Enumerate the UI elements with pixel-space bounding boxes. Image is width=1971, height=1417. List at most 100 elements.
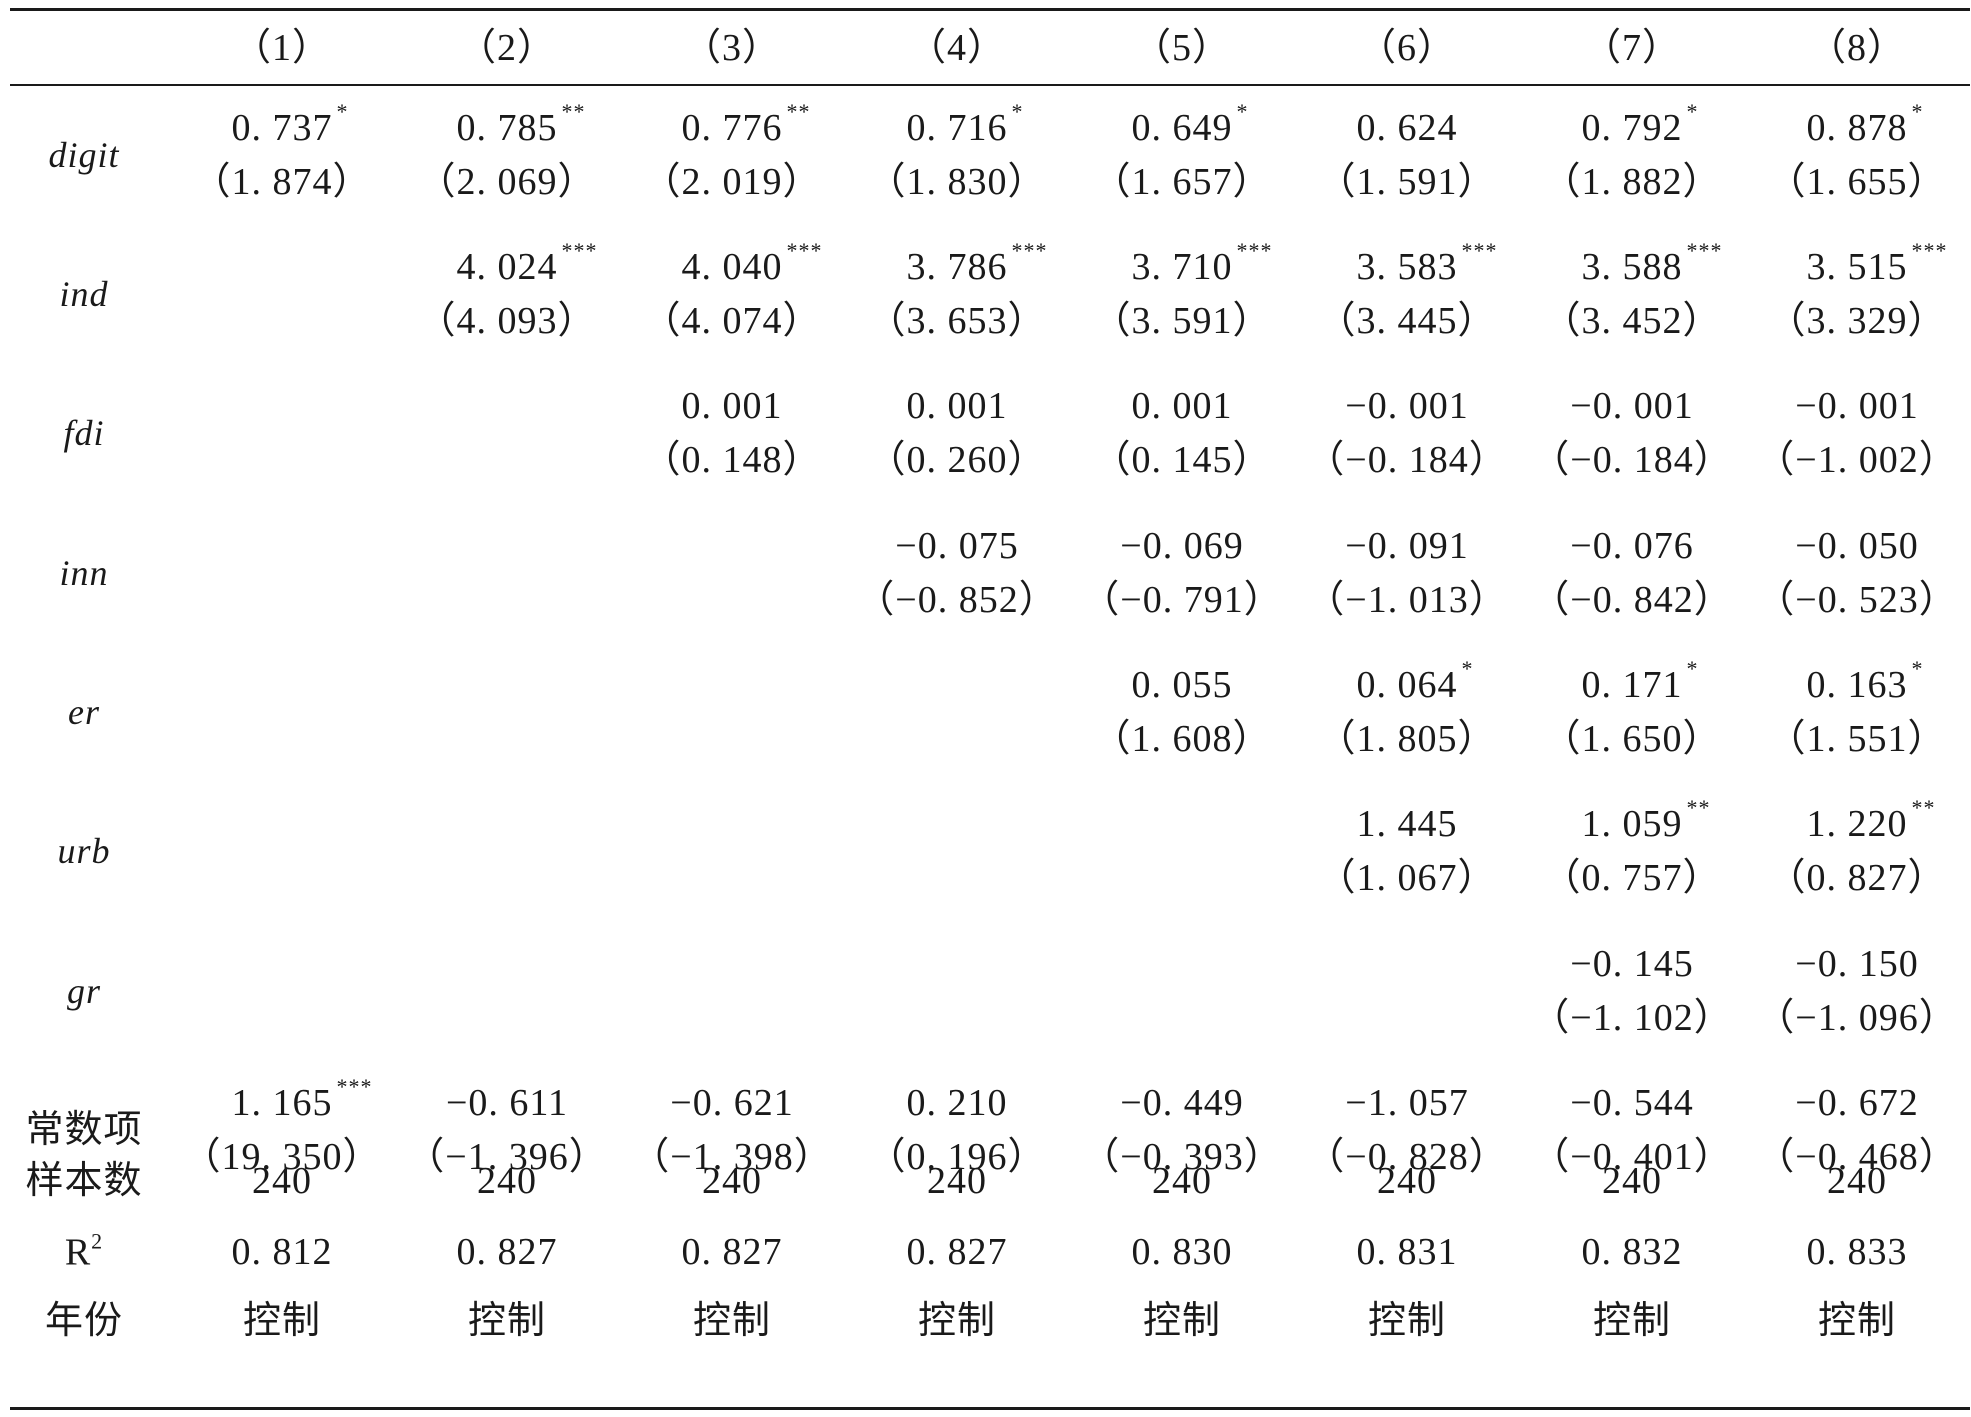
coefficient-value: 0. 792 * [1581, 99, 1699, 149]
coefficient-value: 3. 515 *** [1806, 238, 1948, 288]
coefficient: 0. 649 * [1131, 99, 1249, 149]
significance-stars: * [1686, 656, 1699, 681]
t-statistic: （3. 591） [1092, 300, 1272, 342]
coefficient-value: −0. 621 [670, 1082, 794, 1124]
t-statistic: （−1. 102） [1531, 997, 1733, 1039]
coefficient-value: −0. 672 [1795, 1082, 1919, 1124]
coefficient-value: −0. 544 [1570, 1082, 1694, 1124]
coefficient: −0. 069 [1120, 527, 1243, 565]
stat-label: 年份 [45, 1302, 123, 1340]
coefficient: 0. 055 [1132, 666, 1233, 704]
stat-value: 0. 830 [1131, 1231, 1233, 1273]
coefficient: 0. 163 * [1807, 658, 1923, 705]
stat-value: 控制 [1817, 1300, 1897, 1342]
coefficient-value: −0. 050 [1795, 525, 1919, 567]
coefficient: 0. 785 ** [457, 101, 585, 148]
t-statistic: （2. 019） [642, 161, 822, 203]
t-statistic: （1. 608） [1092, 718, 1272, 760]
stat-label-text: 样本数 [25, 1160, 143, 1202]
coefficient: 0. 737 * [232, 101, 348, 148]
coefficient-value: −0. 075 [895, 525, 1019, 567]
stat-value: 240 [1377, 1160, 1437, 1202]
coefficient-value: 1. 059 ** [1581, 795, 1711, 845]
significance-stars: *** [1011, 238, 1048, 263]
column-header: （6） [1357, 27, 1457, 69]
significance-stars: *** [786, 238, 823, 263]
t-statistic: （4. 074） [642, 300, 822, 342]
significance-stars: *** [1911, 238, 1948, 263]
stat-value: 控制 [1142, 1300, 1222, 1342]
coefficient: −0. 544 [1570, 1084, 1693, 1122]
coefficient: −0. 001 [1345, 387, 1468, 425]
coefficient: −0. 050 [1795, 527, 1918, 565]
variable-label: gr [66, 971, 102, 1011]
t-statistic: （1. 882） [1542, 161, 1722, 203]
coefficient: 0. 171 * [1582, 658, 1698, 705]
coefficient: 0. 210 [907, 1084, 1008, 1122]
coefficient-value: −0. 145 [1570, 943, 1694, 985]
coefficient-value: 4. 040 *** [681, 238, 823, 288]
t-statistic: （0. 148） [642, 439, 822, 481]
t-statistic: （1. 067） [1317, 857, 1497, 899]
stat-value: 控制 [917, 1300, 997, 1342]
t-statistic: （0. 260） [867, 439, 1047, 481]
coefficient-value: 3. 588 *** [1581, 238, 1723, 288]
variable-label: ind [59, 274, 109, 314]
t-statistic: （0. 827） [1767, 857, 1947, 899]
t-statistic: （1. 830） [867, 161, 1047, 203]
variable-label: urb [57, 831, 111, 871]
coefficient: 0. 776 ** [681, 99, 811, 149]
coefficient: 4. 040 *** [681, 238, 823, 288]
coefficient-value: 0. 624 [1356, 107, 1458, 149]
coefficient: 0. 878 * [1807, 101, 1923, 148]
coefficient: 3. 515 *** [1806, 238, 1948, 288]
coefficient: 0. 001 [907, 387, 1008, 425]
significance-stars: * [1461, 656, 1474, 681]
column-header: （8） [1807, 27, 1907, 69]
stat-label: 样本数 [25, 1162, 142, 1200]
coefficient-value: 0. 001 [681, 385, 783, 427]
coefficient: 0. 001 [682, 387, 783, 425]
coefficient: −0. 621 [670, 1084, 793, 1122]
t-statistic: （2. 069） [417, 161, 597, 203]
coefficient-value: 0. 776 ** [681, 99, 811, 149]
coefficient-value: 1. 165 *** [231, 1074, 373, 1124]
t-statistic: （−0. 393） [1081, 1136, 1283, 1178]
variable-label: digit [48, 135, 120, 175]
significance-stars: *** [1236, 238, 1273, 263]
t-statistic: （1. 650） [1542, 718, 1722, 760]
coefficient-value: −0. 076 [1570, 525, 1694, 567]
t-statistic: （−0. 184） [1306, 439, 1508, 481]
coefficient: 0. 001 [1132, 387, 1233, 425]
coefficient-value: −0. 449 [1120, 1082, 1244, 1124]
significance-stars: *** [336, 1074, 373, 1099]
stat-value: 240 [927, 1160, 987, 1202]
t-statistic: （0. 196） [867, 1136, 1047, 1178]
stat-value: 240 [1602, 1160, 1662, 1202]
coefficient-value: 0. 001 [906, 385, 1008, 427]
coefficient: 1. 165 *** [231, 1074, 373, 1124]
significance-stars: * [1911, 99, 1924, 124]
t-statistic: （3. 452） [1542, 300, 1722, 342]
t-statistic: （3. 653） [867, 300, 1047, 342]
coefficient-value: −1. 057 [1345, 1082, 1469, 1124]
stat-value: 240 [477, 1160, 537, 1202]
t-statistic: （1. 655） [1767, 161, 1947, 203]
coefficient-value: 0. 649 * [1131, 99, 1249, 149]
coefficient: 0. 792 * [1581, 99, 1699, 149]
stat-label-text: R [64, 1231, 92, 1274]
stat-value: 240 [1827, 1160, 1887, 1202]
coefficient: −0. 145 [1570, 945, 1693, 983]
stat-value: 240 [252, 1160, 312, 1202]
t-statistic: （−0. 852） [856, 579, 1058, 621]
t-statistic: （−0. 842） [1531, 579, 1733, 621]
stat-value: 240 [702, 1160, 762, 1202]
t-statistic: （1. 551） [1767, 718, 1947, 760]
variable-label: inn [59, 553, 109, 593]
t-statistic: （3. 329） [1767, 300, 1947, 342]
coefficient: 3. 710 *** [1132, 240, 1272, 287]
coefficient: −0. 076 [1570, 527, 1693, 565]
coefficient: −0. 672 [1795, 1084, 1918, 1122]
column-header: （7） [1582, 27, 1682, 69]
coefficient-value: −0. 091 [1345, 525, 1469, 567]
